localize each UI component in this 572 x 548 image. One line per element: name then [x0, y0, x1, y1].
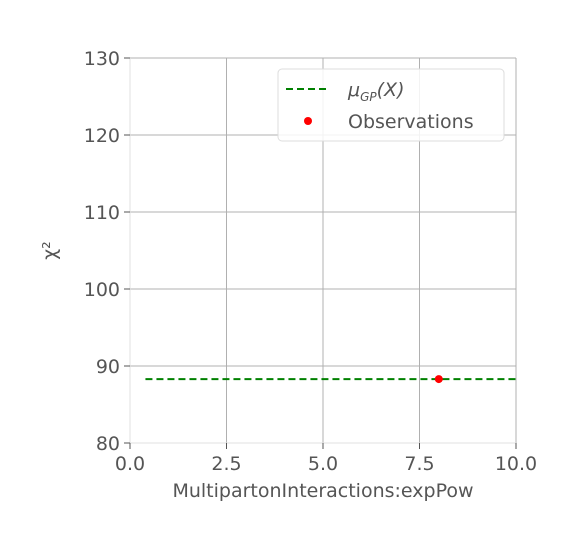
x-tick-label: 7.5 — [404, 453, 434, 475]
y-axis-label: χ² — [39, 241, 61, 260]
legend: μGP(X) Observations — [277, 68, 505, 142]
y-tick-label: 130 — [84, 48, 120, 70]
y-tick-label: 90 — [96, 356, 120, 378]
x-axis-label: MultipartonInteractions:expPow — [172, 480, 473, 502]
ticks: 0.0 2.5 5.0 7.5 10.0 80 90 100 110 120 130 — [84, 48, 537, 475]
x-tick-label: 0.0 — [115, 453, 145, 475]
legend-dot-swatch — [304, 117, 312, 125]
y-tick-label: 110 — [84, 202, 120, 224]
x-tick-label: 5.0 — [308, 453, 338, 475]
y-tick-label: 80 — [96, 433, 120, 455]
y-tick-label: 120 — [84, 125, 120, 147]
y-tick-label: 100 — [84, 279, 120, 301]
series — [145, 375, 516, 384]
observation-point — [434, 375, 443, 384]
legend-label-gp-mean: μGP(X) — [347, 79, 404, 104]
x-tick-label: 10.0 — [495, 453, 537, 475]
legend-box — [277, 68, 505, 142]
x-tick-label: 2.5 — [211, 453, 241, 475]
legend-label-observations: Observations — [348, 111, 474, 133]
